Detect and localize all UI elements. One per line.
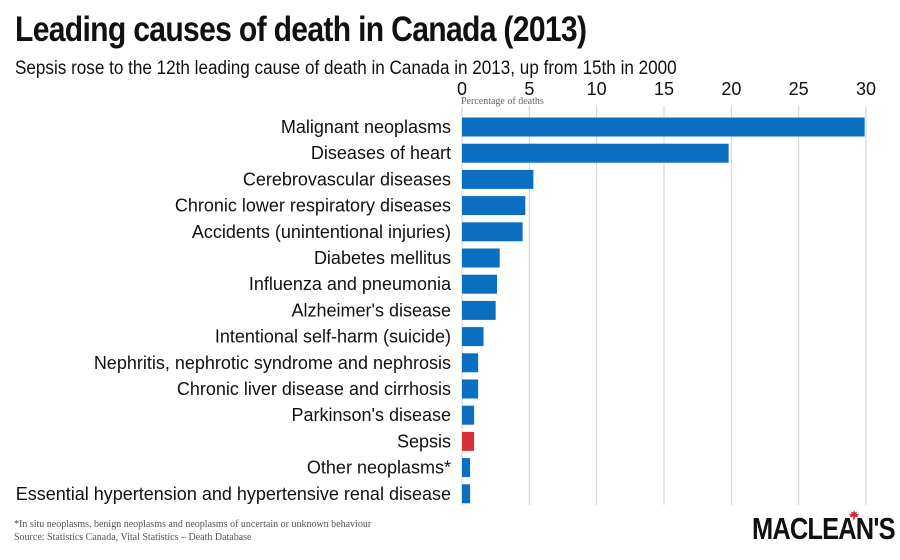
bar-parkinson-s-disease: [462, 405, 475, 425]
category-label: Parkinson's disease: [291, 405, 451, 425]
category-label: Malignant neoplasms: [281, 117, 451, 137]
bar-other-neoplasms: [462, 458, 471, 478]
category-labels: Malignant neoplasms Diseases of heart Cere…: [16, 117, 452, 504]
bar-influenza-and-pneumonia: [462, 274, 498, 294]
bar-essential-hypertension-and-hypertensive-renal-disease: [462, 484, 471, 504]
bar-chronic-liver-disease-and-cirrhosis: [462, 379, 479, 399]
bar-diabetes-mellitus: [462, 248, 500, 268]
category-label: Cerebrovascular diseases: [243, 169, 451, 189]
x-tick-label: 15: [654, 79, 674, 99]
maple-leaf-icon: [849, 510, 859, 520]
bar-malignant-neoplasms: [462, 117, 865, 137]
bar-accidents-unintentional-injuries: [462, 222, 523, 242]
x-tick-label: 20: [721, 79, 741, 99]
footnote: *In situ neoplasms, benign neoplasms and…: [14, 519, 372, 530]
category-label: Influenza and pneumonia: [249, 274, 452, 294]
category-label: Sepsis: [397, 431, 451, 451]
category-label: Essential hypertension and hypertensive …: [16, 484, 451, 504]
x-tick-label: 30: [856, 79, 876, 99]
x-axis-label: Percentage of deaths: [461, 96, 544, 107]
x-tick-label: 25: [789, 79, 809, 99]
grid-lines: [461, 106, 867, 505]
bar-diseases-of-heart: [462, 143, 729, 163]
category-label: Alzheimer's disease: [291, 300, 451, 320]
x-tick-label: 0: [457, 79, 467, 99]
x-axis-ticks: 0 5 10 15 20 25 30: [457, 79, 876, 99]
bar-nephritis-nephrotic-syndrome-and-nephrosis: [462, 353, 479, 373]
bar-chronic-lower-respiratory-diseases: [462, 196, 526, 216]
source-note: Source: Statistics Canada, Vital Statist…: [14, 532, 252, 543]
x-tick-label: 5: [524, 79, 534, 99]
macleans-logo: MACLEAN'S: [752, 511, 896, 546]
category-label: Other neoplasms*: [307, 458, 451, 478]
category-label: Accidents (unintentional injuries): [192, 222, 451, 242]
chart-subtitle: Sepsis rose to the 12th leading cause of…: [15, 58, 677, 79]
category-label: Diseases of heart: [311, 143, 451, 163]
category-label: Intentional self-harm (suicide): [215, 327, 451, 347]
category-label: Diabetes mellitus: [314, 248, 451, 268]
category-label: Nephritis, nephrotic syndrome and nephro…: [94, 353, 451, 373]
bar-intentional-self-harm-suicide: [462, 327, 484, 347]
bar-sepsis: [462, 431, 475, 451]
category-label: Chronic liver disease and cirrhosis: [177, 379, 451, 399]
x-tick-label: 10: [587, 79, 607, 99]
category-label: Chronic lower respiratory diseases: [175, 196, 451, 216]
bar-chart: 0 5 10 15 20 25 30 Percentage of deaths Malign…: [16, 79, 876, 505]
bar-alzheimer-s-disease: [462, 300, 496, 320]
chart-title: Leading causes of death in Canada (2013): [15, 10, 587, 49]
bars: [462, 117, 865, 504]
bar-cerebrovascular-diseases: [462, 169, 534, 189]
